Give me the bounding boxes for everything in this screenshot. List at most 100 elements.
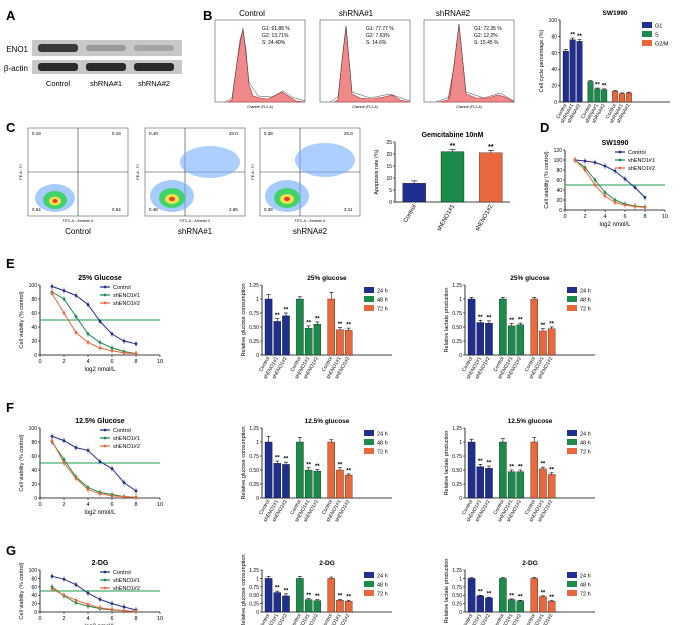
bar	[587, 81, 594, 103]
y-tick-label: 0	[459, 353, 462, 359]
quadrant-lr: 3.11	[344, 207, 353, 212]
bar	[327, 298, 335, 356]
blot-label-eno1: ENO1	[6, 45, 28, 54]
histogram-stat-s: S: 14.6%	[366, 40, 387, 46]
bar	[601, 89, 608, 103]
y-tick-label: 1.25	[452, 283, 462, 289]
significance-star: **	[509, 465, 514, 471]
bar	[282, 595, 290, 613]
significance-star: **	[518, 318, 523, 324]
scatter-xaxis: FITC-A :: Annexin V	[295, 219, 326, 223]
chart-title: 2-DG	[522, 560, 538, 567]
significance-star: **	[487, 315, 492, 321]
significance-star: **	[478, 315, 483, 321]
y-tick-label: 0	[459, 610, 462, 616]
legend-label: shENO1#2	[113, 301, 140, 307]
y-tick-label: 100	[29, 426, 38, 432]
y-tick-label: 0.25	[249, 602, 259, 608]
y-tick-label: 0	[459, 496, 462, 502]
bar	[467, 578, 476, 613]
series-line	[51, 291, 137, 355]
y-tick-label: 0.75	[249, 311, 259, 317]
bar	[476, 466, 484, 499]
panel-letter-c: C	[6, 120, 16, 135]
legend-label: shENO1#2	[628, 166, 655, 172]
significance-star: **	[306, 320, 311, 326]
chart-title: 12.5% glucose	[305, 418, 350, 425]
bar	[282, 464, 290, 499]
legend-label: Control	[113, 428, 131, 434]
bar	[594, 88, 601, 103]
bar	[336, 600, 344, 613]
bar	[507, 599, 516, 613]
legend-label: shENO1#2	[113, 444, 140, 450]
legend-label: shENO1#1	[113, 436, 140, 442]
bar	[467, 441, 476, 499]
x-tick-label: 4	[86, 359, 89, 365]
legend-swatch	[567, 430, 577, 436]
y-tick-label: 20	[551, 84, 557, 90]
bar	[336, 469, 344, 499]
series-line	[574, 159, 646, 208]
y-tick-label: 0.25	[249, 482, 259, 488]
significance-star: **	[450, 143, 456, 150]
y-tick-label: 0.50	[249, 468, 259, 474]
scatter-shrna2: 0.38 20.0 3.11 0.38 FITC-A :: Annexin V …	[251, 127, 361, 236]
bar	[547, 601, 556, 613]
y-tick-label: 60	[556, 178, 562, 184]
cell-cycle-histograms: Control G1: 61.88 % G2: 13.71% S: 24.40%…	[214, 9, 516, 109]
legend-label: G1	[655, 24, 662, 30]
significance-star: **	[541, 323, 546, 329]
bar	[304, 599, 313, 613]
y-axis-label: Cell viability (% control)	[19, 434, 25, 491]
legend-swatch	[642, 31, 652, 37]
series-line	[574, 159, 646, 208]
significance-star: **	[518, 465, 523, 471]
x-axis-label: log2 nmol/L	[599, 222, 631, 228]
band-eno1-sh1	[86, 45, 126, 51]
y-tick-label: 0.50	[249, 325, 259, 331]
significance-star: **	[487, 592, 492, 598]
bar	[485, 597, 493, 613]
bar	[273, 463, 281, 499]
y-tick-label: 0.50	[452, 325, 462, 331]
legend-label: 24 h	[377, 432, 388, 438]
blot-lane-sh2: shRNA#2	[138, 79, 170, 88]
significance-star: **	[284, 457, 289, 463]
y-tick-label: 0	[559, 208, 562, 214]
legend-marker	[618, 150, 622, 154]
x-tick-label: 6	[623, 214, 626, 220]
series-line	[51, 575, 137, 611]
x-tick-label: 2	[62, 616, 65, 622]
bar	[499, 298, 507, 356]
y-tick-label: 1	[459, 440, 462, 446]
y-axis-label: Cell viability (% control)	[19, 291, 25, 348]
band-actin-sh1	[86, 63, 126, 71]
histogram-fit-line	[329, 25, 411, 103]
significance-star: **	[275, 456, 280, 462]
quadrant-ur: 20.0	[229, 131, 238, 136]
quadrant-ur: 20.0	[344, 131, 353, 136]
chart-title: 12.5% glucose	[508, 418, 553, 425]
panel-letter-e: E	[6, 256, 15, 271]
y-tick-label: 60	[551, 51, 557, 57]
bar	[467, 298, 476, 356]
y-tick-label: 1.25	[452, 426, 462, 432]
band-actin-sh2	[134, 63, 174, 71]
bar	[530, 441, 538, 499]
legend-swatch	[567, 581, 577, 587]
panel-letter-d: D	[540, 120, 549, 135]
legend-label: 48 h	[580, 583, 591, 589]
x-tick-label: 8	[643, 214, 646, 220]
band-eno1-sh2	[134, 45, 174, 51]
legend-swatch	[567, 296, 577, 302]
significance-star: **	[541, 590, 546, 596]
y-axis-label: Relative glucose consumption	[241, 554, 247, 625]
legend-label: shENO1#1	[628, 158, 655, 164]
legend-swatch	[642, 22, 652, 28]
significance-star: **	[509, 318, 514, 324]
significance-star: **	[541, 462, 546, 468]
legend-label: 24 h	[580, 289, 591, 295]
